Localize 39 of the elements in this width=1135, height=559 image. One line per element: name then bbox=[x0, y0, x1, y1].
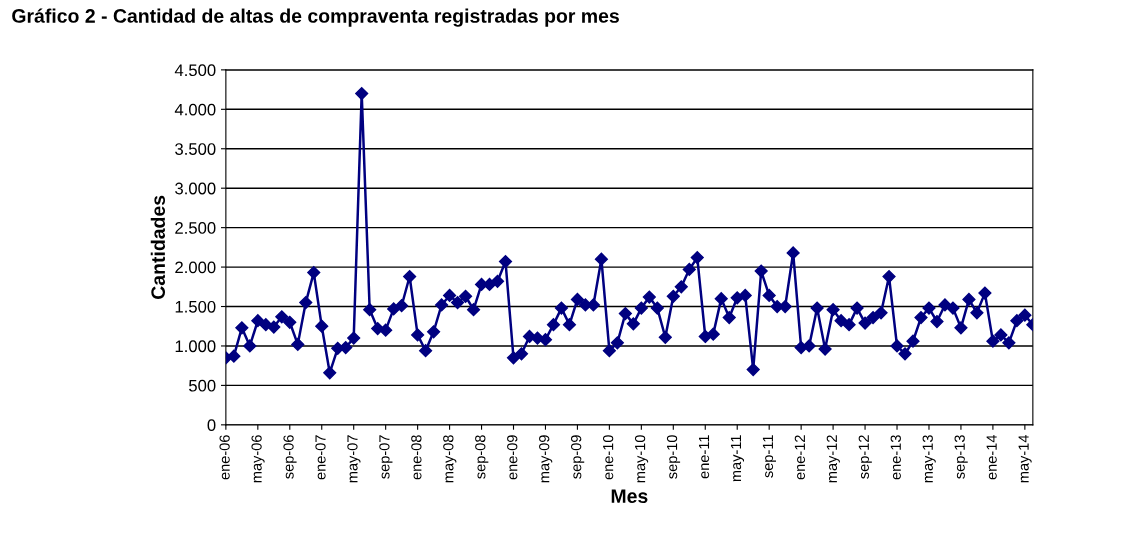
y-tick-label: 2.500 bbox=[175, 222, 216, 234]
x-tick-label: ene-06 bbox=[219, 435, 230, 480]
x-tick-label: may-12 bbox=[826, 435, 840, 483]
y-tick-label: 4.000 bbox=[174, 103, 216, 116]
chart-title: Gráfico 2 - Cantidad de altas de compraventa registradas por mes bbox=[12, 8, 619, 27]
x-axis-title: Mes bbox=[611, 489, 648, 504]
y-tick-label: 3.500 bbox=[175, 143, 216, 155]
y-tick-label: 0 bbox=[207, 419, 216, 432]
x-tick-label: ene-13 bbox=[890, 435, 901, 480]
x-tick-label: ene-11 bbox=[699, 435, 710, 479]
x-tick-label: ene-14 bbox=[986, 434, 997, 480]
x-tick-label: ene-10 bbox=[602, 435, 614, 480]
x-tick-label: sep-12 bbox=[858, 435, 872, 479]
x-tick-label: ene-09 bbox=[507, 435, 518, 480]
y-tick-label: 3.000 bbox=[175, 182, 216, 195]
x-tick-label: may-08 bbox=[443, 435, 457, 483]
y-tick-label: 2.000 bbox=[175, 261, 216, 274]
x-tick-label: sep-13 bbox=[954, 435, 968, 479]
y-tick-label: 1.000 bbox=[175, 340, 216, 353]
y-tick-label: 4.500 bbox=[174, 64, 216, 77]
x-tick-label: sep-11 bbox=[762, 435, 776, 478]
x-tick-label: ene-07 bbox=[315, 435, 326, 480]
x-tick-label: sep-09 bbox=[571, 435, 585, 479]
x-tick-label: may-10 bbox=[634, 435, 649, 483]
x-tick-label: may-14 bbox=[1018, 434, 1032, 483]
x-tick-label: ene-12 bbox=[794, 435, 806, 480]
y-tick-label: 1.500 bbox=[175, 300, 216, 313]
x-tick-label: may-09 bbox=[539, 435, 553, 483]
x-tick-label: sep-06 bbox=[283, 435, 297, 479]
x-tick-label: may-07 bbox=[347, 435, 361, 483]
x-tick-label: sep-08 bbox=[475, 435, 489, 479]
x-tick-label: may-06 bbox=[251, 435, 265, 483]
y-axis-title: Cantidades bbox=[150, 195, 166, 299]
x-tick-label: may-13 bbox=[922, 435, 936, 483]
y-tick-label: 500 bbox=[189, 379, 216, 392]
x-tick-label: ene-08 bbox=[411, 435, 422, 480]
x-tick-label: sep-10 bbox=[666, 435, 681, 479]
x-tick-label: may-11 bbox=[730, 435, 745, 482]
x-tick-label: sep-07 bbox=[379, 435, 393, 479]
